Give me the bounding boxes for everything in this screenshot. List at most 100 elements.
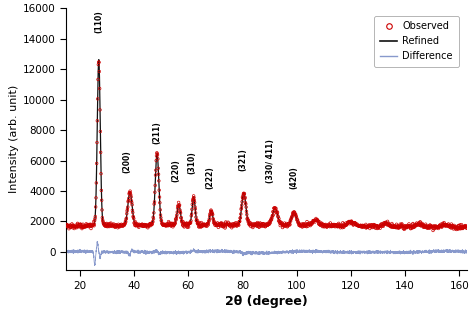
Point bbox=[359, 223, 367, 228]
Point bbox=[162, 222, 169, 227]
Point bbox=[297, 224, 304, 229]
Point bbox=[173, 210, 181, 215]
Point bbox=[132, 223, 140, 228]
Point bbox=[183, 221, 191, 226]
Point bbox=[374, 223, 381, 228]
Point bbox=[418, 222, 426, 227]
Point bbox=[241, 191, 248, 196]
Text: (110): (110) bbox=[94, 10, 103, 32]
Point bbox=[63, 224, 70, 229]
Point bbox=[386, 224, 394, 229]
Point bbox=[205, 222, 212, 227]
Point bbox=[98, 207, 106, 212]
Point bbox=[127, 193, 135, 197]
Point bbox=[226, 224, 234, 229]
Point bbox=[277, 222, 285, 227]
Point bbox=[159, 222, 166, 227]
Point bbox=[260, 224, 268, 229]
Point bbox=[268, 217, 275, 222]
Point bbox=[234, 222, 242, 227]
Point bbox=[461, 223, 469, 228]
Point bbox=[127, 191, 134, 196]
Point bbox=[147, 221, 155, 226]
Point bbox=[362, 226, 370, 231]
Point bbox=[165, 221, 173, 226]
Point bbox=[268, 214, 276, 219]
Point bbox=[207, 209, 214, 214]
Point bbox=[212, 223, 220, 228]
Point bbox=[233, 222, 240, 227]
Point bbox=[373, 223, 380, 228]
Point bbox=[80, 224, 88, 229]
Point bbox=[209, 212, 217, 217]
Point bbox=[356, 223, 364, 228]
Point bbox=[414, 222, 422, 227]
Point bbox=[287, 216, 295, 221]
Point bbox=[338, 225, 346, 230]
Point bbox=[410, 225, 417, 230]
Point bbox=[391, 224, 399, 229]
Point bbox=[175, 204, 182, 209]
Point bbox=[438, 223, 446, 228]
Point bbox=[166, 222, 173, 227]
Point bbox=[162, 223, 169, 228]
Point bbox=[160, 222, 168, 227]
Point bbox=[202, 222, 210, 227]
Point bbox=[318, 221, 325, 226]
Point bbox=[395, 225, 403, 230]
Point bbox=[68, 223, 76, 228]
Point bbox=[453, 226, 461, 231]
Point bbox=[375, 224, 383, 229]
Point bbox=[197, 225, 205, 230]
Point bbox=[230, 222, 237, 227]
Point bbox=[429, 226, 437, 231]
Point bbox=[315, 219, 322, 224]
Point bbox=[381, 221, 389, 226]
Point bbox=[129, 210, 137, 215]
Point bbox=[124, 199, 132, 204]
Point bbox=[179, 220, 186, 225]
Point bbox=[187, 218, 195, 223]
Point bbox=[343, 222, 351, 227]
Point bbox=[420, 223, 428, 228]
Point bbox=[287, 219, 294, 224]
Point bbox=[238, 199, 246, 204]
Point bbox=[282, 223, 289, 228]
Point bbox=[460, 224, 468, 229]
Point bbox=[172, 217, 179, 222]
Point bbox=[330, 223, 338, 228]
Point bbox=[249, 223, 257, 228]
Point bbox=[227, 222, 235, 227]
Point bbox=[277, 221, 284, 226]
Point bbox=[336, 224, 343, 229]
Point bbox=[389, 222, 396, 227]
Point bbox=[411, 224, 419, 229]
Point bbox=[348, 219, 356, 224]
Point bbox=[105, 224, 113, 229]
Point bbox=[213, 222, 220, 227]
Point bbox=[309, 220, 317, 225]
Point bbox=[75, 222, 83, 227]
Point bbox=[165, 222, 173, 227]
Point bbox=[99, 218, 107, 223]
Point bbox=[437, 223, 444, 228]
Point bbox=[352, 221, 359, 226]
Point bbox=[351, 221, 359, 226]
Point bbox=[314, 218, 322, 223]
Point bbox=[122, 217, 130, 222]
Point bbox=[383, 221, 391, 226]
Point bbox=[299, 222, 307, 227]
Point bbox=[128, 198, 135, 203]
Point bbox=[180, 219, 187, 224]
Point bbox=[401, 224, 409, 229]
Point bbox=[104, 222, 112, 227]
Point bbox=[278, 222, 286, 227]
Point bbox=[386, 223, 393, 228]
Point bbox=[436, 224, 444, 229]
Point bbox=[332, 222, 339, 227]
Point bbox=[381, 222, 388, 227]
Point bbox=[378, 223, 386, 228]
Point bbox=[418, 222, 425, 227]
Point bbox=[114, 223, 121, 228]
Point bbox=[438, 224, 445, 229]
